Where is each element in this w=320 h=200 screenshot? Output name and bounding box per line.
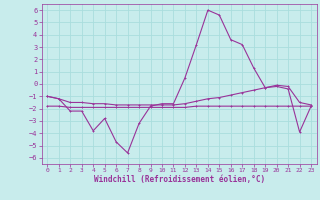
X-axis label: Windchill (Refroidissement éolien,°C): Windchill (Refroidissement éolien,°C) bbox=[94, 175, 265, 184]
